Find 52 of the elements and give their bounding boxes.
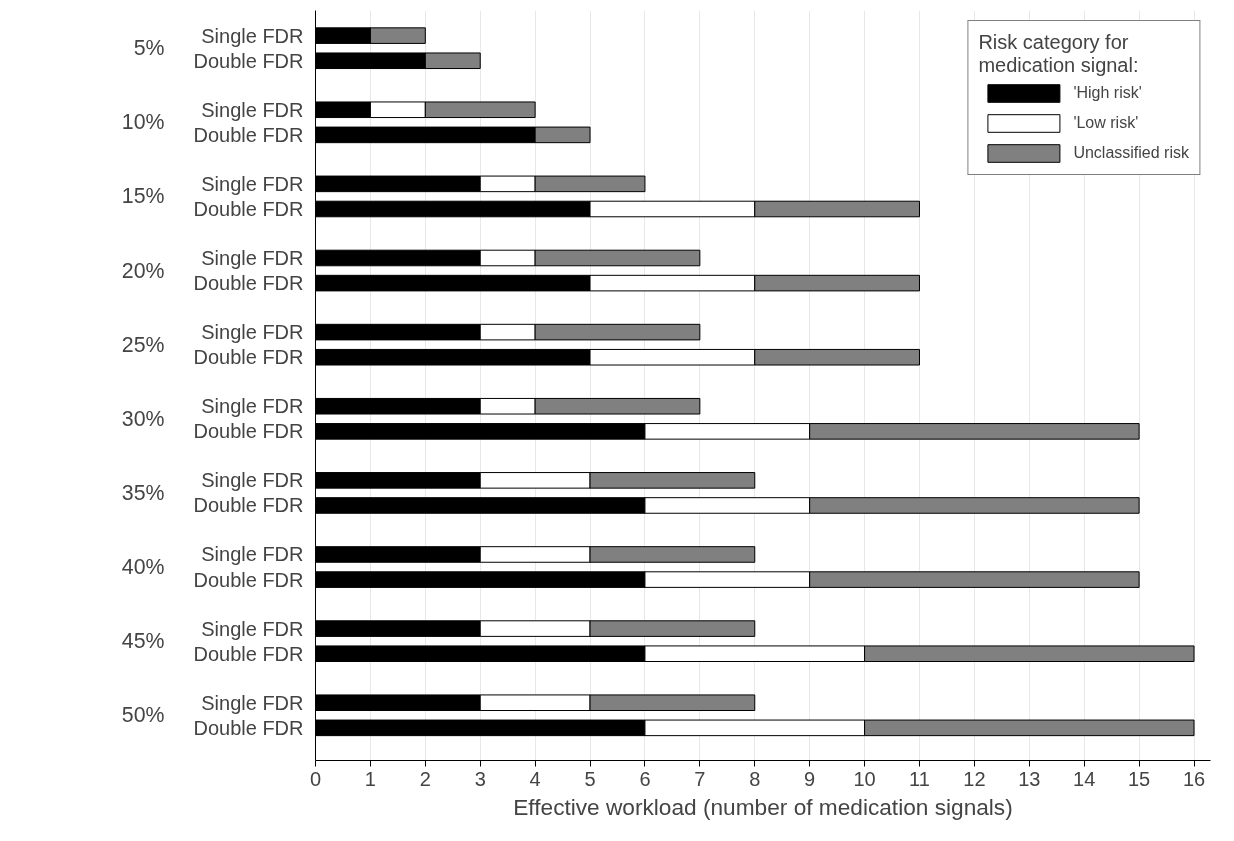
x-tick-label: 1 [364,767,376,790]
text: 5% [133,36,165,61]
x-tick-label: 15 [1128,767,1151,790]
y-tick-label: Single FDR [201,469,304,492]
x-tick-label: 3 [474,767,486,790]
y-tick-label: Double FDR [193,49,304,72]
text: 50% [121,703,165,728]
text: 45% [121,629,165,654]
y-tick-label: Double FDR [193,272,304,295]
legend-title: Risk category for medication signal: [978,31,1140,77]
text: 30% [121,406,165,431]
x-tick-label: 16 [1182,767,1206,790]
y-tick-label: Double FDR [193,494,304,517]
legend-label: 'Low risk' [1073,114,1139,132]
x-tick-label: 13 [1018,767,1041,790]
y-tick-label: Double FDR [193,716,304,739]
y-tick-label: Single FDR [201,246,304,269]
text: 10% [121,110,165,135]
y-tick-label: Double FDR [193,420,304,443]
y-tick-label: Double FDR [193,568,304,591]
x-tick-label: 14 [1073,767,1096,790]
x-tick-label: 8 [749,767,761,790]
y-tick-label: Single FDR [201,98,304,121]
x-tick-label: 12 [963,767,986,790]
y-tick-label: Double FDR [193,642,304,665]
x-tick-label: 11 [909,767,930,790]
x-tick-label: 0 [309,767,322,790]
text: 15% [121,184,165,209]
y-tick-label: Double FDR [193,346,304,369]
y-tick-label: Double FDR [193,123,304,146]
y-tick-label: Single FDR [201,24,304,47]
text: 40% [121,555,165,580]
x-tick-label: 10 [853,767,876,790]
y-tick-label: Single FDR [201,543,304,566]
y-tick-label: Single FDR [201,691,304,714]
legend-label: 'High risk' [1073,84,1142,102]
text: 25% [121,332,165,357]
text: 35% [121,480,165,505]
x-tick-label: 7 [694,767,706,790]
legend-label: Unclassified risk [1073,144,1189,162]
x-tick-label: 5 [584,767,596,790]
x-axis-title: Effective workload (number of medication signals) [513,793,1013,820]
y-tick-label: Single FDR [201,617,304,640]
x-tick-label: 6 [639,767,651,790]
y-tick-label: Single FDR [201,395,304,418]
x-tick-label: 4 [529,767,541,790]
y-tick-label: Single FDR [201,321,304,344]
x-tick-label: 9 [804,767,816,790]
y-tick-label: Single FDR [201,172,304,195]
y-tick-label: Double FDR [193,197,304,220]
text: 20% [121,258,165,283]
x-tick-label: 2 [419,767,431,790]
